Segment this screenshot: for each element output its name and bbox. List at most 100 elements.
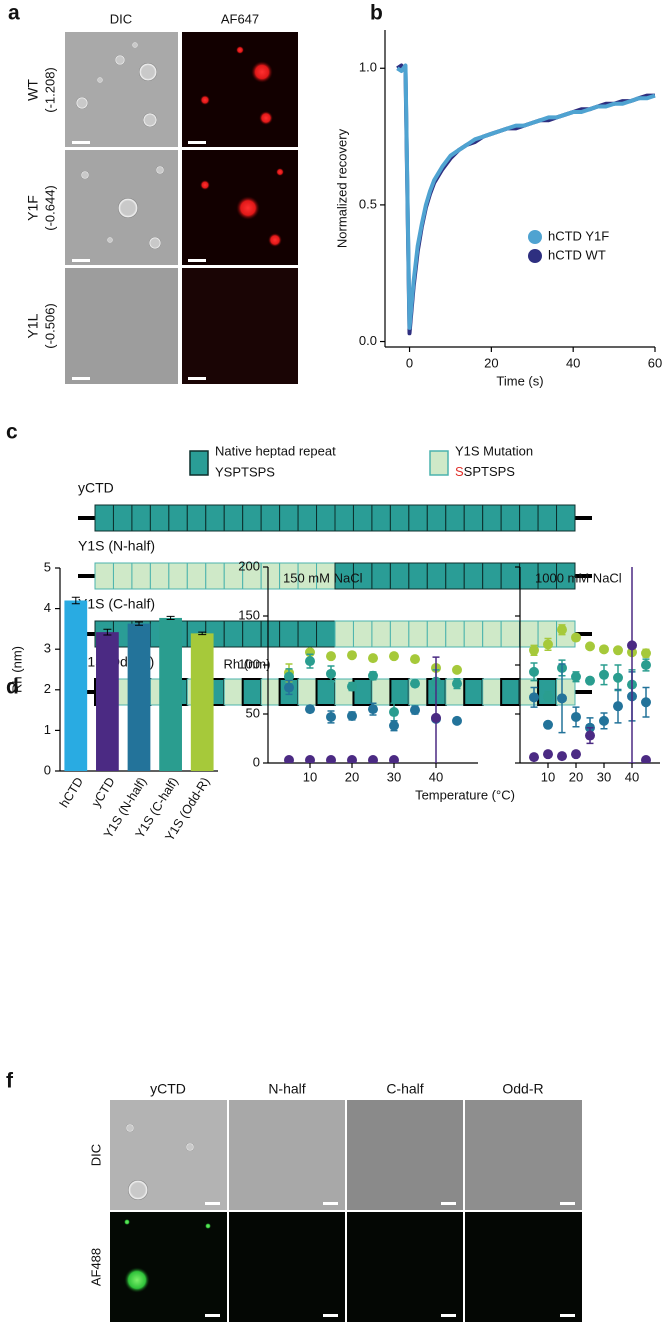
legend-marker	[528, 249, 542, 263]
row-label: DIC	[88, 1144, 103, 1166]
point	[347, 710, 357, 721]
construct-label: yCTD	[78, 480, 114, 496]
x-tick-label: 10	[541, 769, 555, 784]
point	[410, 654, 420, 665]
y-axis-label: Normalized recovery	[334, 128, 349, 248]
point	[452, 664, 462, 675]
point	[389, 707, 399, 718]
y-axis-label: Rh (nm)	[9, 646, 24, 693]
native-repeat	[500, 678, 521, 706]
x-tick-label: 40	[566, 355, 580, 370]
native-repeat	[352, 678, 373, 706]
point	[529, 752, 539, 763]
row-label: Y1F	[25, 195, 41, 221]
point	[641, 660, 651, 670]
native-repeat	[408, 504, 428, 532]
bar	[64, 600, 88, 771]
point	[326, 651, 336, 662]
point	[529, 645, 539, 656]
native-repeat	[315, 678, 336, 706]
native-repeat	[223, 504, 244, 532]
point	[326, 668, 336, 679]
mutant-repeat	[112, 562, 133, 590]
point	[529, 692, 539, 703]
y-tick-label: 200	[238, 558, 260, 573]
panel-label: c	[6, 421, 18, 444]
point	[627, 640, 637, 651]
native-repeat	[223, 620, 244, 648]
native-repeat	[260, 620, 281, 648]
native-repeat	[242, 504, 262, 532]
native-repeat	[482, 562, 502, 590]
x-tick-label: 30	[597, 769, 611, 784]
mutant-repeat	[500, 620, 521, 648]
mutant-repeat	[389, 620, 410, 648]
native-repeat	[279, 620, 299, 648]
x-axis-label: Temperature (°C)	[415, 787, 515, 802]
y-tick-label: 0	[253, 754, 260, 769]
point	[326, 711, 336, 722]
point	[543, 719, 553, 730]
x-tick-label: 0	[406, 355, 413, 370]
y-tick-label: 1	[44, 722, 51, 737]
point	[585, 675, 595, 686]
native-repeat	[352, 504, 373, 532]
point	[557, 624, 567, 635]
point	[347, 755, 357, 763]
point	[599, 715, 609, 726]
point	[585, 730, 595, 741]
row-score: (-0.644)	[42, 185, 57, 231]
point	[571, 671, 581, 682]
native-repeat	[168, 504, 188, 532]
point	[410, 705, 420, 716]
mutant-repeat	[131, 562, 151, 590]
legend-sequence: SSPTSPS	[455, 464, 515, 479]
point	[641, 755, 651, 763]
data-group	[529, 567, 651, 763]
data-group	[284, 647, 462, 763]
native-repeat	[260, 504, 281, 532]
x-tick-label: 40	[429, 769, 443, 784]
native-repeat	[463, 562, 484, 590]
y-tick-label: 5	[44, 559, 51, 574]
y-tick-label: 0	[44, 762, 51, 777]
point	[368, 755, 378, 763]
error-bar	[166, 615, 175, 621]
bar	[190, 633, 214, 771]
native-repeat	[519, 504, 539, 532]
y-tick-label: 50	[246, 705, 260, 720]
bar	[127, 623, 151, 771]
error-bar	[71, 596, 80, 605]
x-tick-label: 40	[625, 769, 639, 784]
native-repeat	[297, 620, 318, 648]
swatch-mutation	[429, 450, 449, 476]
error-bar	[135, 621, 143, 626]
construct-label: Y1S (C-half)	[78, 596, 155, 612]
column-header: yCTD	[150, 1081, 186, 1097]
point	[431, 712, 441, 723]
y-tick-label: 100	[238, 656, 260, 671]
point	[305, 704, 315, 715]
row-score: (-0.506)	[42, 303, 57, 349]
native-repeat	[241, 678, 263, 706]
swatch-native	[189, 450, 209, 476]
point	[585, 641, 595, 652]
point	[389, 720, 399, 731]
point	[557, 751, 567, 762]
bar	[159, 617, 182, 771]
native-repeat	[445, 562, 465, 590]
point	[543, 749, 553, 760]
point	[452, 715, 462, 726]
y-tick-label: 2	[44, 681, 51, 696]
point	[613, 672, 623, 683]
column-header: C-half	[386, 1081, 423, 1097]
column-header: Odd-R	[502, 1081, 543, 1097]
native-repeat	[556, 562, 576, 590]
x-tick-label: 60	[648, 355, 662, 370]
mutant-repeat	[426, 620, 447, 648]
mutant-repeat	[149, 562, 170, 590]
panel-label: b	[370, 2, 383, 25]
x-tick-label: 20	[569, 769, 583, 784]
point	[305, 755, 315, 763]
micrographs-a	[65, 32, 298, 384]
